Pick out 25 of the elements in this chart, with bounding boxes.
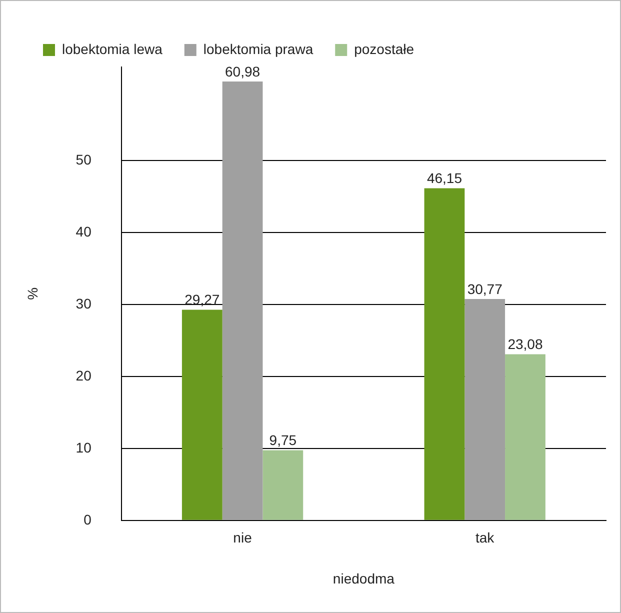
y-tick-label: 0 <box>84 511 92 528</box>
x-tick-label: nie <box>233 530 252 546</box>
y-tick-label: 10 <box>76 439 92 456</box>
data-label: 9,75 <box>269 432 297 448</box>
x-tick-label: tak <box>476 530 496 546</box>
data-label: 46,15 <box>426 170 462 186</box>
bar <box>505 354 546 520</box>
data-label: 23,08 <box>508 336 543 352</box>
bar <box>464 298 506 520</box>
bar <box>182 310 222 520</box>
x-axis-title: niedodma <box>332 570 395 586</box>
bar <box>262 450 304 520</box>
y-tick-label: 50 <box>76 151 92 168</box>
y-tick-label: 30 <box>76 295 92 312</box>
bar <box>424 188 465 520</box>
data-label: 29,27 <box>184 292 220 308</box>
bar <box>222 82 263 520</box>
legend-label: pozostałe <box>354 40 414 57</box>
legend-label: lobektomia prawa <box>203 40 314 57</box>
y-tick-label: 40 <box>76 223 92 240</box>
y-axis-title: % <box>24 287 40 300</box>
legend-label: lobektomia lewa <box>62 40 163 57</box>
data-label: 60,98 <box>225 63 260 80</box>
data-label: 30,77 <box>467 280 503 297</box>
y-tick-label: 20 <box>76 367 92 384</box>
